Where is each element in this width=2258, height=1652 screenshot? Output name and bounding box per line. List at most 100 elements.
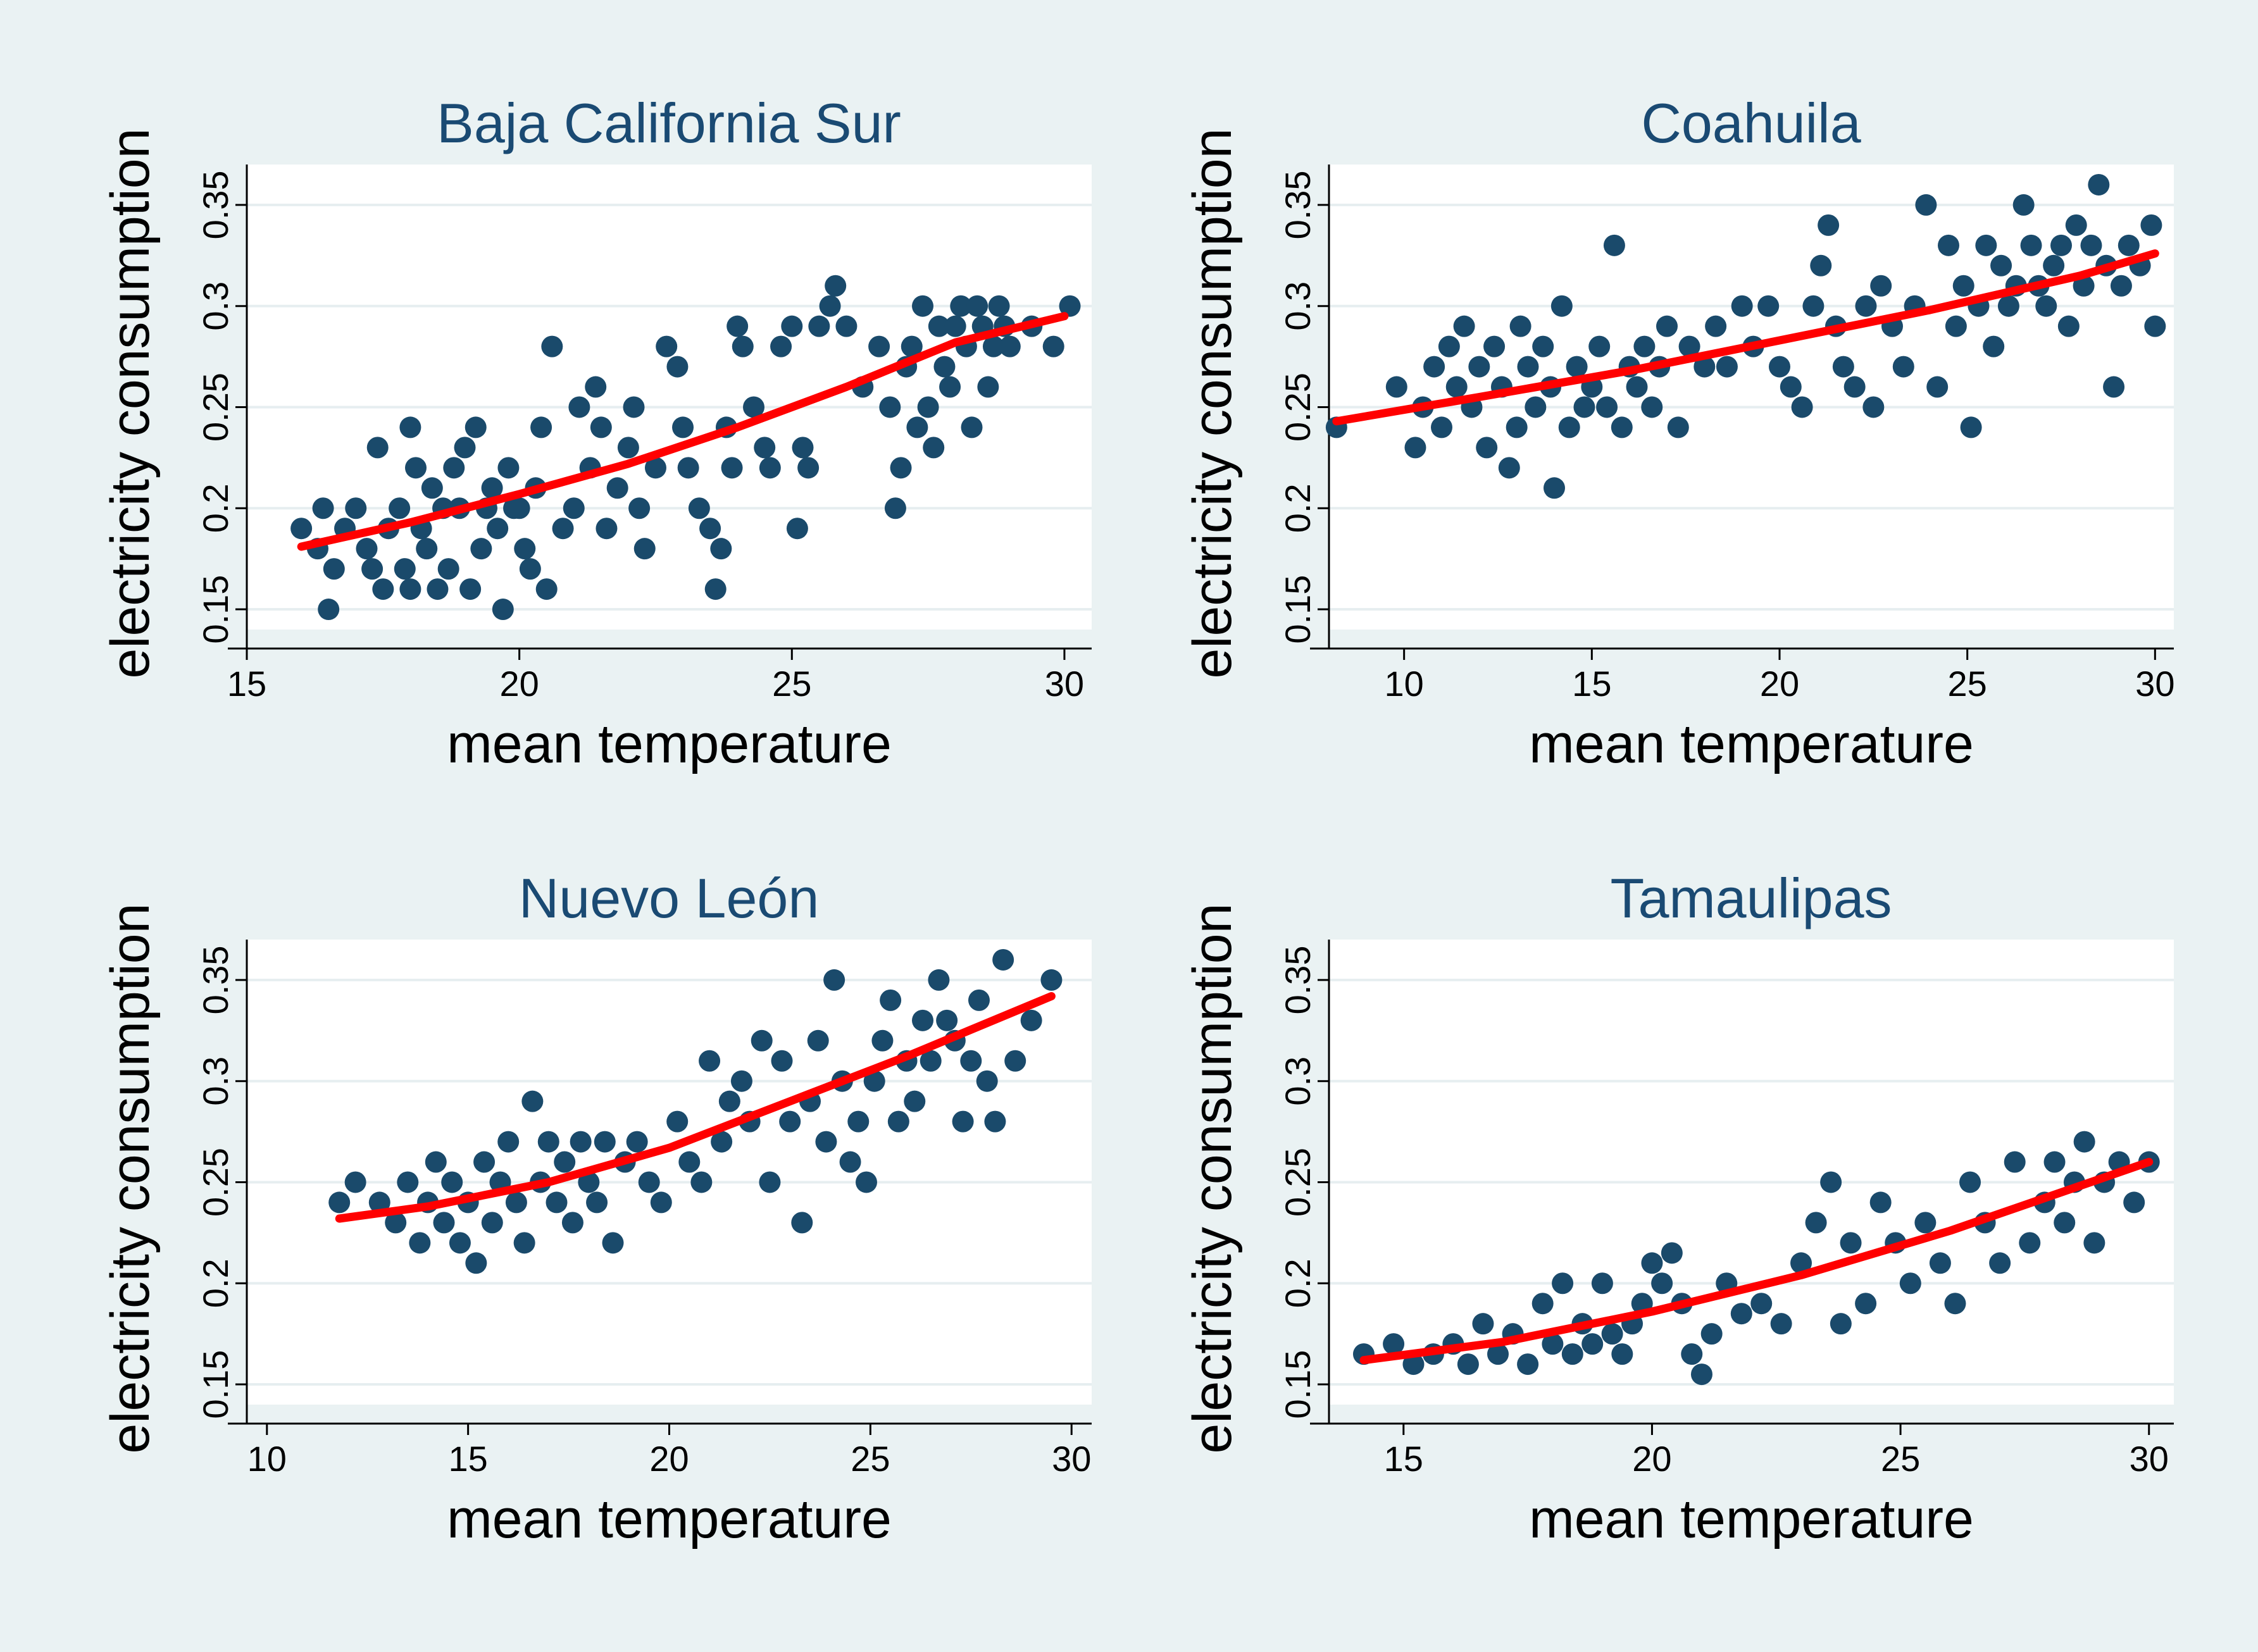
data-point bbox=[968, 989, 990, 1011]
data-point bbox=[999, 335, 1021, 357]
data-point bbox=[1730, 1303, 1752, 1325]
data-point bbox=[1641, 396, 1663, 418]
x-tick-label: 15 bbox=[448, 1439, 487, 1479]
data-point bbox=[677, 457, 699, 479]
y-tick-label: 0.35 bbox=[196, 170, 235, 239]
x-tick-label: 20 bbox=[499, 664, 539, 704]
fit-line bbox=[297, 312, 1069, 551]
data-point bbox=[578, 1171, 600, 1193]
data-point bbox=[904, 1090, 926, 1112]
data-point bbox=[912, 295, 933, 317]
plot-area bbox=[247, 940, 1092, 1405]
data-point bbox=[823, 969, 845, 991]
data-point bbox=[1004, 1050, 1026, 1072]
data-point bbox=[521, 1090, 544, 1112]
data-point bbox=[1899, 1272, 1921, 1295]
data-point bbox=[2083, 1232, 2105, 1254]
data-point bbox=[1542, 1333, 1564, 1355]
data-point bbox=[514, 538, 536, 560]
data-point bbox=[950, 295, 972, 317]
data-point bbox=[992, 948, 1014, 971]
data-point bbox=[1862, 396, 1885, 418]
y-axis-title: electricity consumption bbox=[1182, 128, 1243, 679]
data-point bbox=[792, 437, 814, 459]
data-point bbox=[688, 497, 710, 519]
y-tick-label: 0.35 bbox=[1278, 170, 1318, 239]
y-tick-label: 0.35 bbox=[1278, 945, 1318, 1014]
data-point bbox=[399, 578, 421, 600]
data-point bbox=[399, 416, 421, 438]
data-point bbox=[372, 578, 394, 600]
data-point bbox=[465, 1252, 487, 1274]
data-point bbox=[754, 437, 776, 459]
data-point bbox=[563, 497, 585, 519]
y-tick-label: 0.2 bbox=[196, 1258, 235, 1308]
data-point bbox=[1681, 1343, 1703, 1365]
data-point bbox=[1945, 315, 1967, 337]
data-point bbox=[437, 558, 459, 580]
data-point bbox=[928, 315, 950, 337]
data-point bbox=[361, 558, 384, 580]
data-point bbox=[497, 457, 520, 479]
data-point bbox=[427, 578, 449, 600]
data-point bbox=[441, 1171, 463, 1193]
data-point bbox=[1914, 1212, 1937, 1234]
data-point bbox=[939, 376, 961, 398]
data-point bbox=[505, 1191, 527, 1214]
data-point bbox=[1840, 1232, 1862, 1254]
data-point bbox=[570, 1131, 592, 1153]
data-point bbox=[704, 578, 727, 600]
data-point bbox=[487, 518, 509, 540]
x-tick-label: 20 bbox=[1760, 664, 1799, 704]
data-point bbox=[2035, 295, 2057, 317]
data-point bbox=[1843, 376, 1866, 398]
data-point bbox=[1385, 376, 1407, 398]
data-point bbox=[912, 1009, 933, 1031]
data-point bbox=[880, 989, 902, 1011]
data-point bbox=[721, 457, 743, 479]
data-point bbox=[779, 1110, 801, 1133]
data-point bbox=[1517, 1353, 1539, 1376]
data-point bbox=[606, 477, 628, 499]
panel-title: Tamaulipas bbox=[1610, 867, 1892, 929]
data-point bbox=[312, 497, 334, 519]
data-point bbox=[389, 497, 411, 519]
data-point bbox=[2004, 1151, 2026, 1173]
x-axis-title: mean temperature bbox=[447, 1489, 892, 1550]
data-point bbox=[602, 1232, 624, 1254]
data-point bbox=[1601, 1323, 1623, 1345]
y-tick-label: 0.15 bbox=[196, 1350, 235, 1419]
x-tick-label: 25 bbox=[1881, 1439, 1920, 1479]
data-point bbox=[1780, 376, 1802, 398]
data-point bbox=[944, 315, 966, 337]
x-tick-label: 20 bbox=[1632, 1439, 1671, 1479]
data-point bbox=[1040, 969, 1063, 991]
y-tick-label: 0.25 bbox=[1278, 373, 1318, 442]
data-point bbox=[554, 1151, 576, 1173]
y-tick-label: 0.2 bbox=[1278, 483, 1318, 533]
data-point bbox=[473, 1151, 496, 1173]
y-axis-title: electricity consumption bbox=[100, 128, 161, 679]
data-point bbox=[1989, 1252, 2011, 1274]
data-point bbox=[2019, 1232, 2041, 1254]
data-point bbox=[546, 1191, 568, 1214]
data-point bbox=[1983, 335, 2005, 357]
x-tick-label: 20 bbox=[649, 1439, 689, 1479]
data-point bbox=[552, 518, 574, 540]
data-point bbox=[590, 416, 612, 438]
data-point bbox=[1997, 295, 2019, 317]
data-point bbox=[743, 396, 764, 418]
data-point bbox=[1525, 396, 1547, 418]
data-point bbox=[977, 376, 999, 398]
data-point bbox=[961, 416, 983, 438]
data-point bbox=[906, 416, 928, 438]
data-point bbox=[344, 1171, 366, 1193]
data-point bbox=[791, 1212, 813, 1234]
data-point bbox=[1552, 1272, 1574, 1295]
data-point bbox=[1952, 275, 1974, 297]
data-point bbox=[1694, 356, 1716, 378]
y-tick-label: 0.2 bbox=[1278, 1258, 1318, 1308]
data-point bbox=[966, 295, 989, 317]
x-tick-label: 10 bbox=[247, 1439, 287, 1479]
data-point bbox=[960, 1050, 982, 1072]
